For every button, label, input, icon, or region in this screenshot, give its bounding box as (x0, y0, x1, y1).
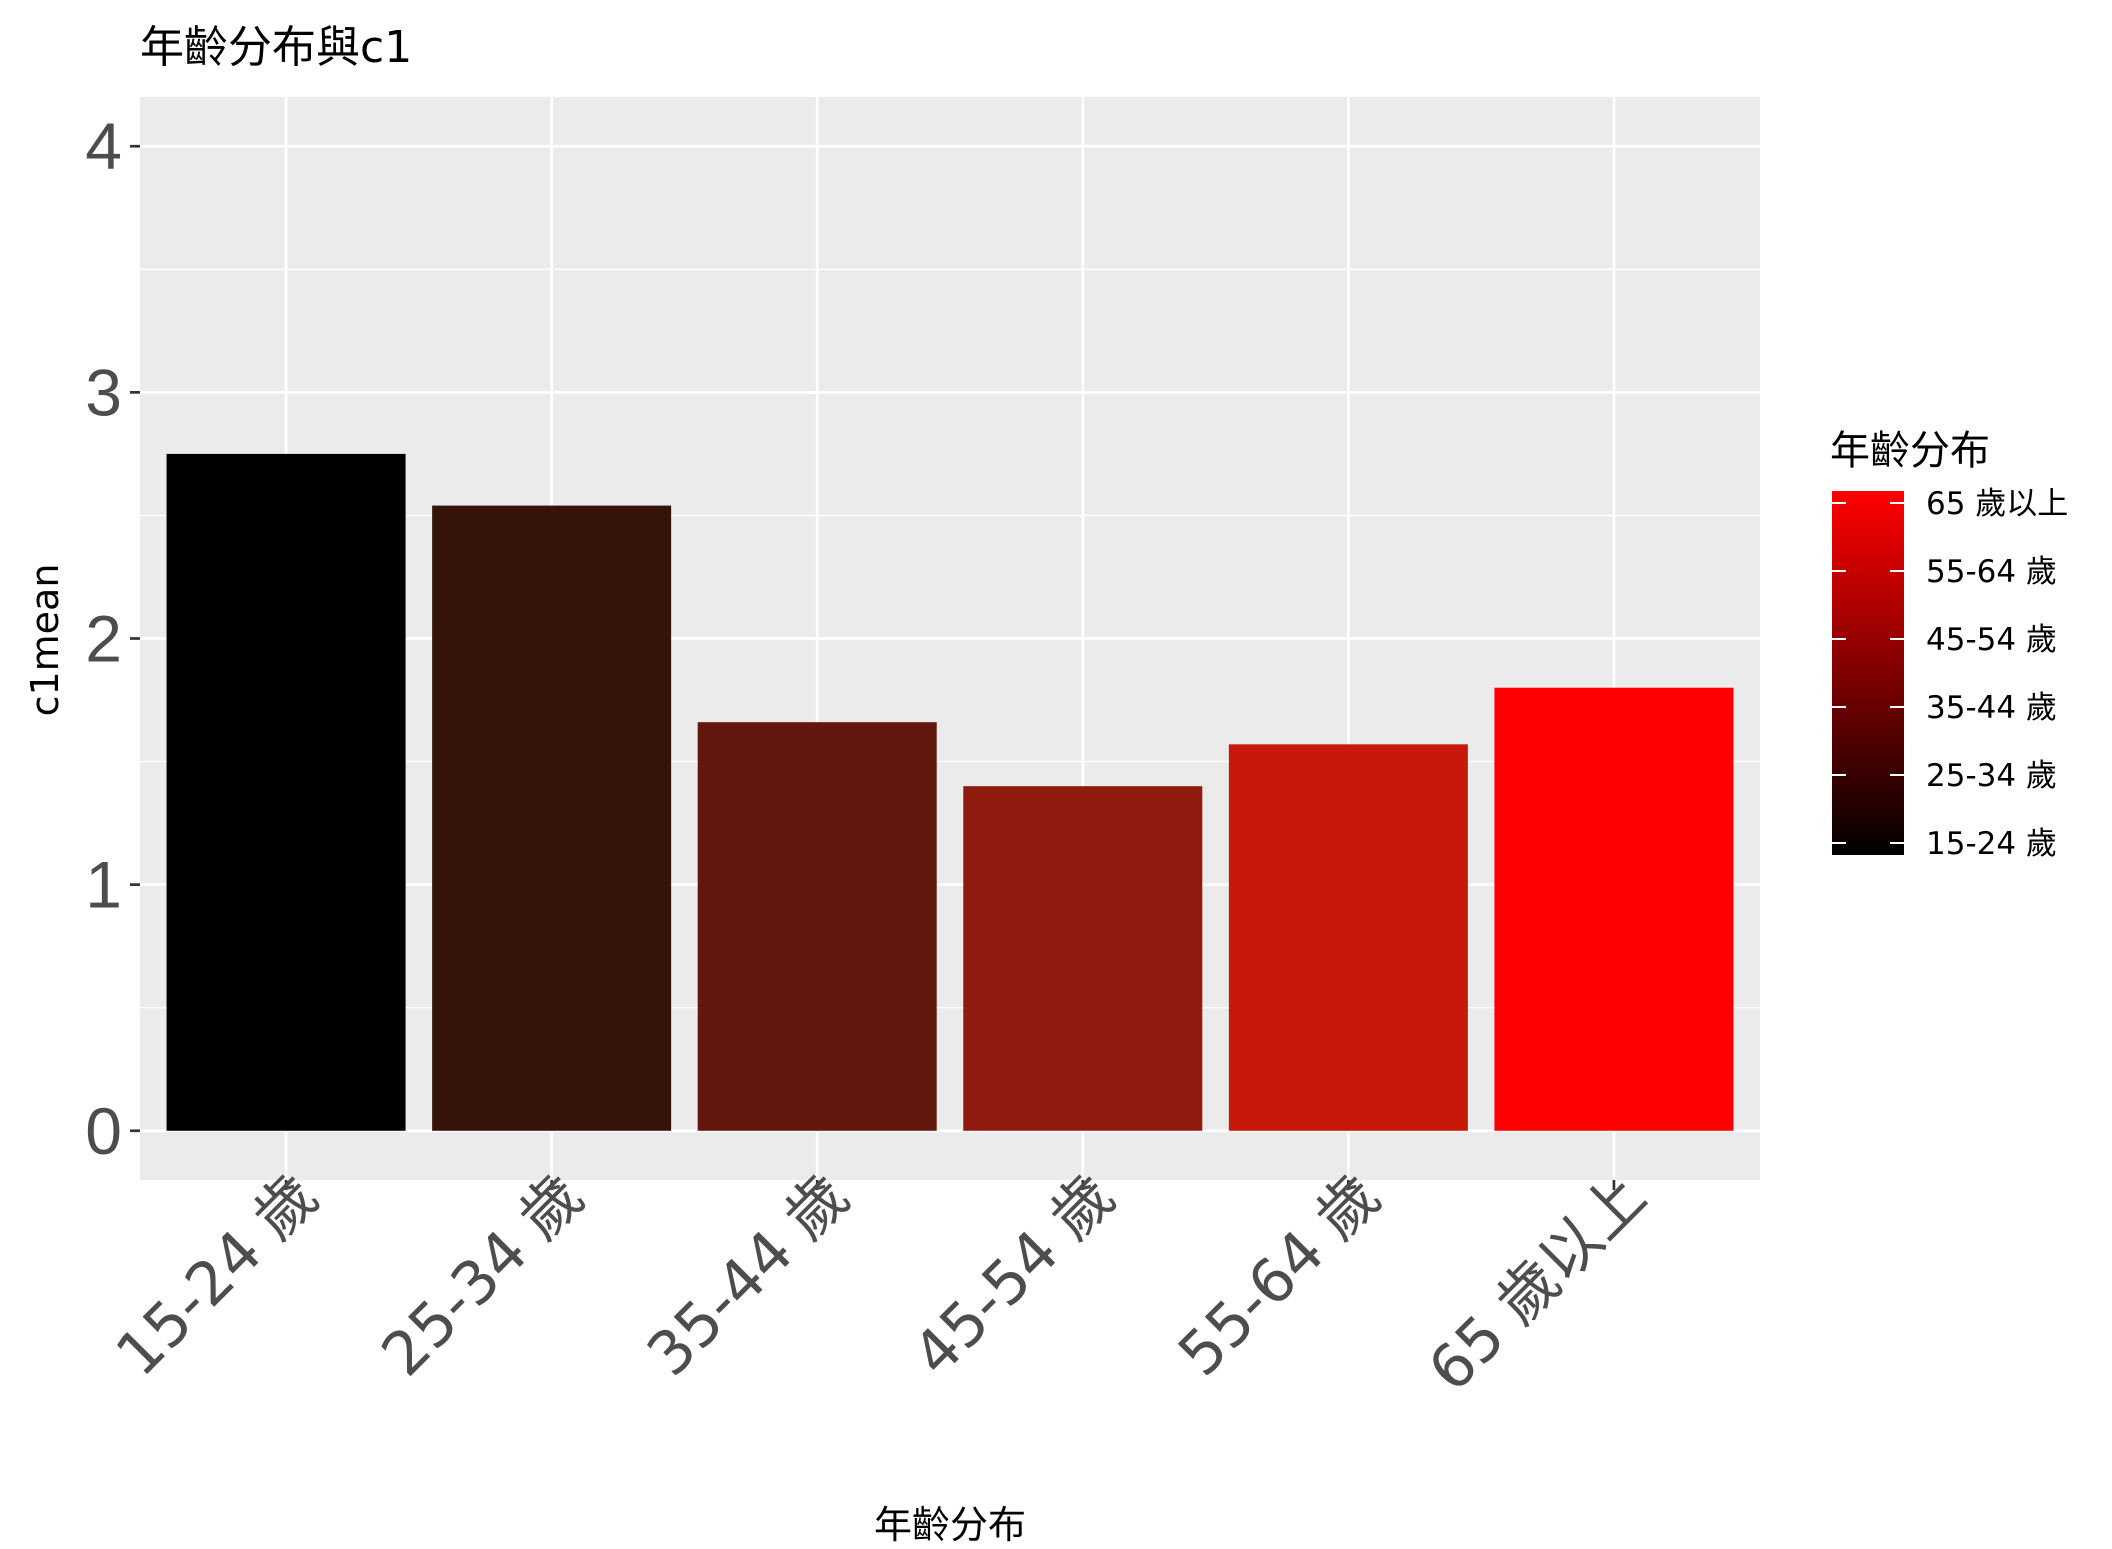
x-tick-label: 25-34 歲 (369, 1161, 598, 1390)
legend-label: 45-54 歲 (1926, 622, 2057, 658)
legend-title: 年齡分布 (1830, 428, 1990, 474)
bar (166, 453, 406, 1131)
x-tick-label: 35-44 歲 (634, 1161, 863, 1390)
bars (166, 453, 1734, 1131)
x-tick-label: 65 歲以上 (1415, 1161, 1659, 1405)
legend: 年齡分布 65 歲以上 55-64 歲 45-54 歲 35-44 歲 25-34 歲 1… (1830, 428, 2068, 862)
legend-ticks: 65 歲以上 55-64 歲 45-54 歲 35-44 歲 25-34 歲 15-24 … (1832, 486, 2068, 862)
legend-colorbar (1832, 491, 1904, 855)
legend-label: 15-24 歲 (1926, 826, 2057, 862)
x-axis: 15-24 歲 25-34 歲 35-44 歲 45-54 歲 55-64 歲 65 歲以… (103, 1161, 1660, 1405)
legend-label: 65 歲以上 (1926, 486, 2068, 522)
bar (963, 786, 1203, 1131)
legend-label: 25-34 歲 (1926, 758, 2057, 794)
x-tick-label: 55-64 歲 (1165, 1161, 1394, 1390)
legend-label: 55-64 歲 (1926, 554, 2057, 590)
y-tick-label: 4 (85, 109, 122, 183)
y-axis: 0 1 2 3 4 (85, 109, 140, 1168)
x-axis-title: 年齡分布 (874, 1503, 1026, 1547)
x-tick-label: 15-24 歲 (103, 1161, 332, 1390)
chart-title: 年齡分布與c1 (140, 22, 412, 73)
y-axis-title: c1mean (23, 564, 67, 717)
bar (1494, 687, 1734, 1131)
y-tick-label: 1 (85, 848, 122, 922)
bar (1228, 744, 1468, 1131)
bar (432, 505, 672, 1131)
bar (697, 722, 937, 1131)
grid-minor (140, 268, 1760, 1009)
x-tick-label: 45-54 歲 (900, 1161, 1129, 1390)
y-tick-label: 3 (85, 355, 122, 429)
legend-label: 35-44 歲 (1926, 690, 2057, 726)
y-tick-label: 0 (85, 1094, 122, 1168)
y-tick-label: 2 (85, 602, 122, 676)
